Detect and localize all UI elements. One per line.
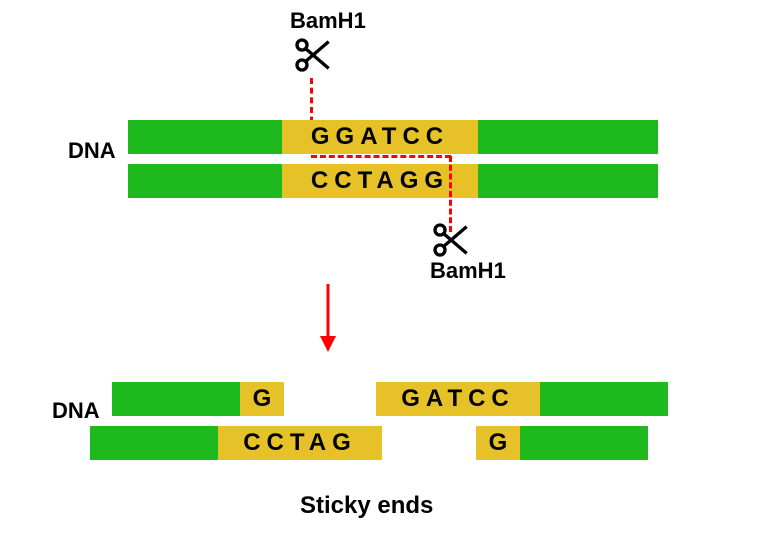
caption-sticky-ends: Sticky ends — [300, 492, 433, 520]
cut-left-lower-green — [90, 426, 218, 460]
cut-right-lower-green — [520, 426, 648, 460]
seq-cut-bottom-right: G — [476, 426, 520, 460]
cut-line-horizontal — [311, 155, 451, 158]
dna-label-top: DNA — [68, 138, 116, 164]
cut-left-upper-green — [112, 382, 240, 416]
scissors-icon — [292, 35, 332, 75]
seq-cut-top-right: GATCC — [376, 382, 540, 416]
seq-top-intact: GGATCC — [282, 120, 478, 154]
enzyme-label-bottom: BamH1 — [430, 258, 506, 284]
down-arrow-icon — [316, 282, 340, 354]
cut-right-upper-green — [540, 382, 668, 416]
seq-cut-top-left: G — [240, 382, 284, 416]
dna-label-bottom: DNA — [52, 398, 100, 424]
scissors-icon — [430, 220, 470, 260]
enzyme-label-top: BamH1 — [290, 8, 366, 34]
seq-cut-bottom-left: CCTAG — [218, 426, 382, 460]
